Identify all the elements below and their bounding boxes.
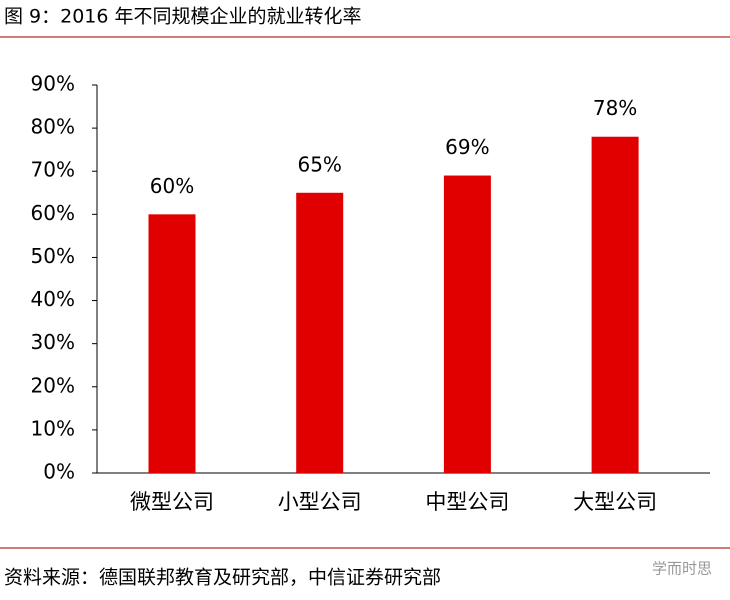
bar — [443, 175, 491, 474]
bar — [148, 214, 196, 474]
watermark: 学而时思 — [652, 560, 712, 578]
chart-title: 图 9：2016 年不同规模企业的就业转化率 — [4, 6, 362, 28]
y-tick-label: 40% — [31, 287, 75, 311]
y-tick-label: 0% — [43, 460, 75, 484]
y-tick-label: 30% — [31, 330, 75, 354]
bar — [591, 136, 639, 473]
x-tick-label: 中型公司 — [425, 490, 509, 514]
y-tick-label: 90% — [31, 72, 75, 96]
bar — [296, 192, 344, 473]
y-tick-label: 70% — [31, 158, 75, 182]
data-label: 78% — [593, 96, 637, 120]
source-note: 资料来源：德国联邦教育及研究部，中信证券研究部 — [4, 567, 441, 589]
x-tick-label: 大型公司 — [573, 490, 657, 514]
data-label: 69% — [445, 135, 489, 159]
y-tick-label: 60% — [31, 201, 75, 225]
x-tick-label: 微型公司 — [130, 490, 214, 514]
y-tick-label: 50% — [31, 244, 75, 268]
data-label: 65% — [297, 152, 341, 176]
data-label: 60% — [150, 174, 194, 198]
x-tick-label: 小型公司 — [278, 490, 362, 514]
y-tick-label: 20% — [31, 373, 75, 397]
y-tick-label: 10% — [31, 416, 75, 440]
y-tick-label: 80% — [31, 115, 75, 139]
